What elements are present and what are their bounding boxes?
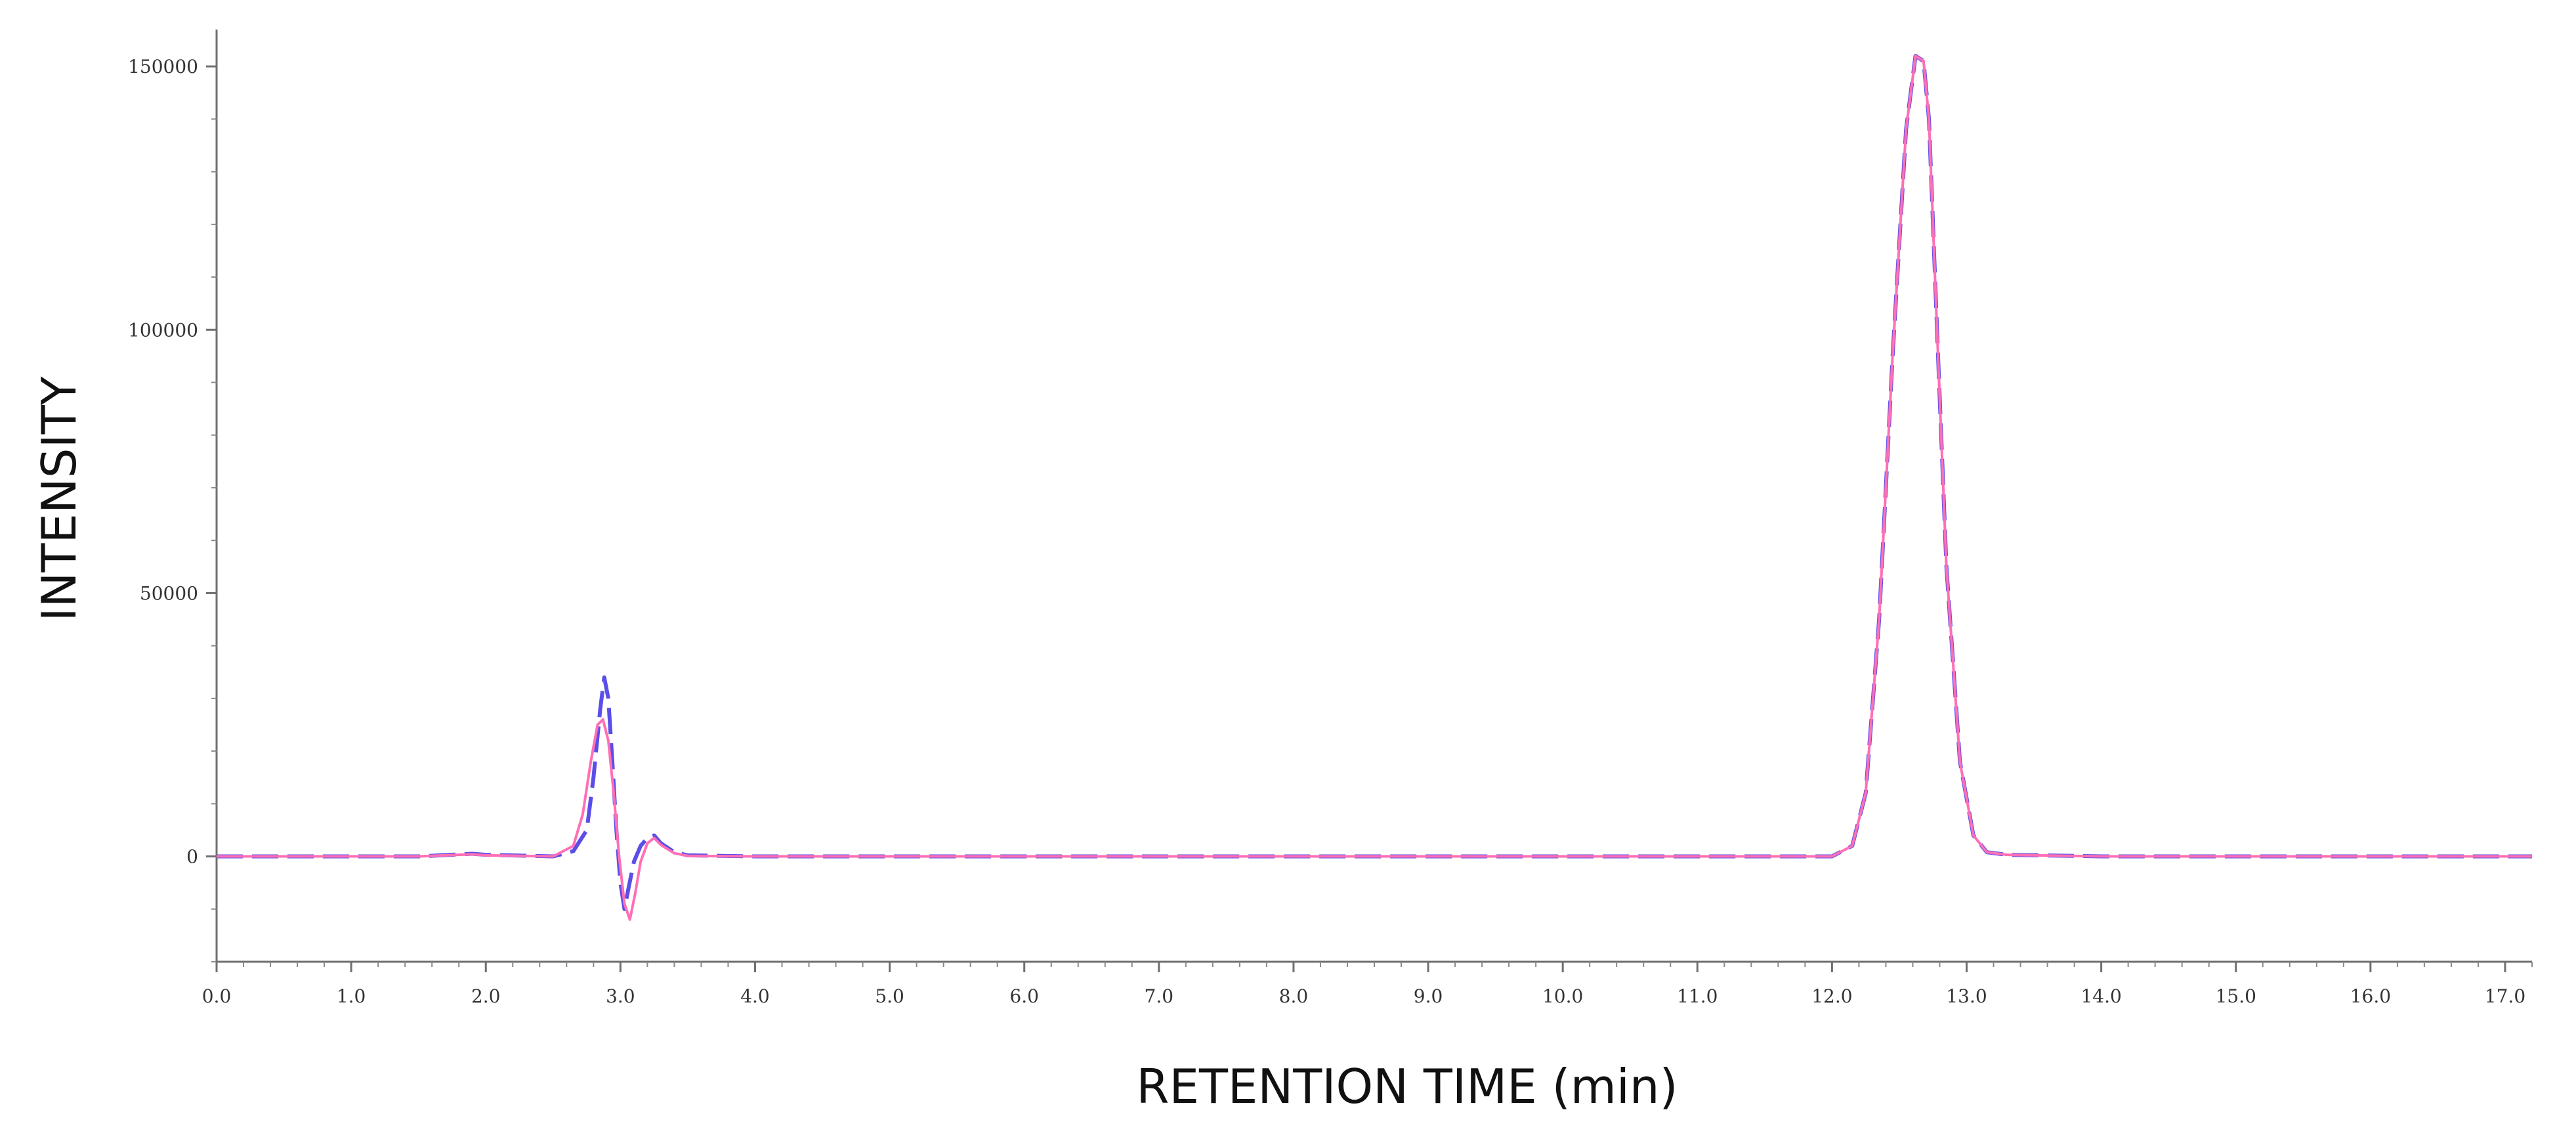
x-tick-label: 3.0 [606,985,635,1007]
y-ticks: 0 50000 100000 150000 [128,56,217,868]
x-tick-label: 14.0 [2080,985,2121,1007]
x-tick-label: 1.0 [337,985,366,1007]
x-tick-label: 0.0 [202,985,232,1007]
series-line-2 [217,54,2532,921]
x-tick-label: 11.0 [1677,985,1718,1007]
x-tick-label: 16.0 [2350,985,2391,1007]
x-tick-label: 9.0 [1414,985,1443,1007]
x-tick-label: 10.0 [1542,985,1583,1007]
minor-ticks [211,66,2533,967]
x-tick-label: 12.0 [1811,985,1852,1007]
y-tick-label: 50000 [140,582,198,604]
x-tick-label: 2.0 [471,985,501,1007]
x-ticks: 0.0 1.0 2.0 3.0 4.0 5.0 6.0 7.0 8.0 9.0 10.0 11.0 12… [202,962,2525,1007]
x-tick-label: 5.0 [875,985,904,1007]
y-tick-label: 100000 [128,319,198,341]
x-tick-label: 15.0 [2216,985,2256,1007]
x-tick-label: 7.0 [1145,985,1174,1007]
x-tick-label: 4.0 [740,985,770,1007]
y-tick-label: 150000 [128,56,198,77]
x-axis-title: RETENTION TIME (min) [1136,1059,1678,1114]
x-tick-label: 13.0 [1946,985,1987,1007]
x-tick-label: 6.0 [1009,985,1039,1007]
x-tick-label: 17.0 [2485,985,2525,1007]
y-axis-title: INTENSITY [32,376,87,621]
series-line-1 [217,54,2532,911]
axes [215,30,2532,963]
series-group [217,54,2532,921]
y-tick-label: 0 [186,846,198,868]
x-tick-label: 8.0 [1279,985,1309,1007]
